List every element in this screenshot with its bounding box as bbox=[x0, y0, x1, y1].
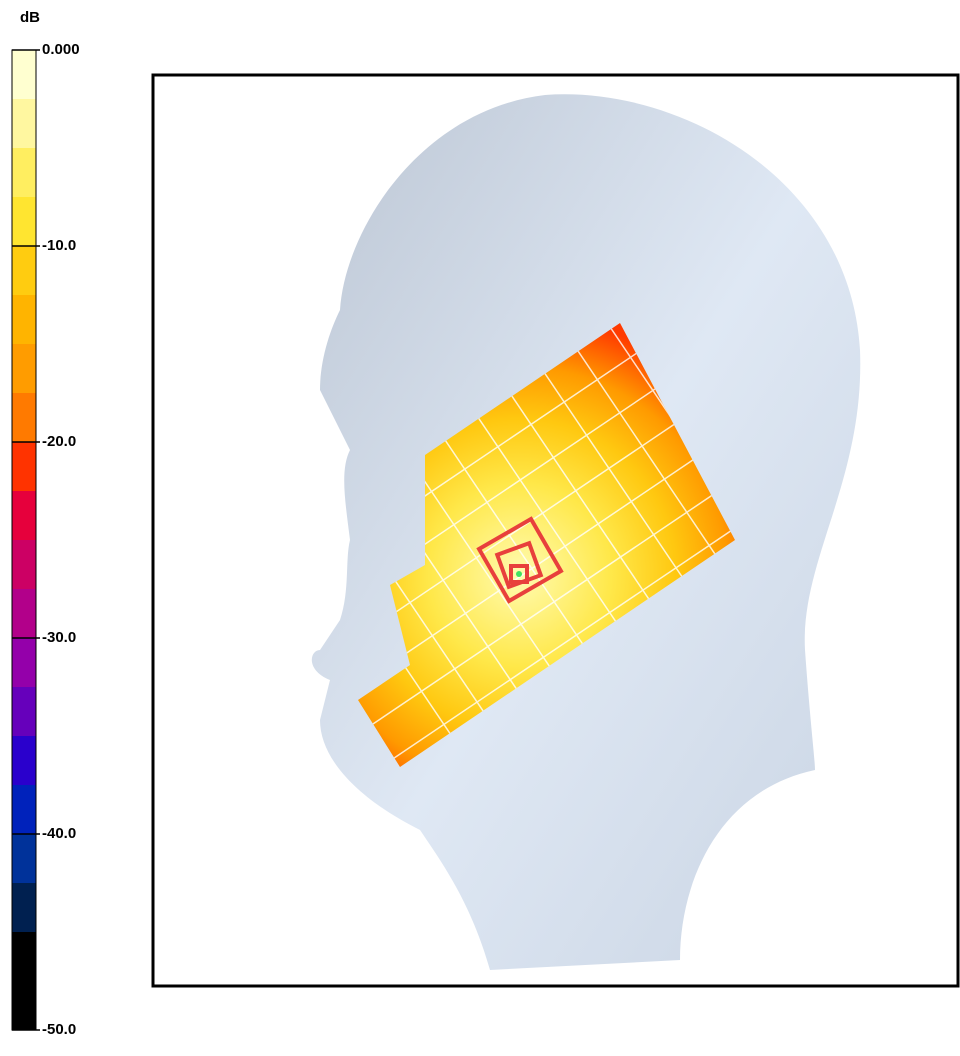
color-band bbox=[12, 491, 36, 541]
color-band bbox=[12, 785, 36, 835]
tick-label: -30.0 bbox=[42, 629, 76, 646]
figure: 0.000 -10.0 -20.0 -30.0 -40.0 -50.0 dB bbox=[0, 0, 960, 1051]
color-band bbox=[12, 932, 36, 982]
color-band bbox=[12, 834, 36, 884]
color-band bbox=[12, 246, 36, 296]
unit-label: dB bbox=[20, 9, 40, 26]
color-band bbox=[12, 540, 36, 590]
color-band bbox=[12, 883, 36, 933]
tick-label: 0.000 bbox=[42, 41, 80, 58]
color-band bbox=[12, 442, 36, 492]
color-band bbox=[12, 197, 36, 247]
peak-point bbox=[516, 571, 522, 577]
tick-label: -50.0 bbox=[42, 1021, 76, 1038]
color-band bbox=[12, 687, 36, 737]
color-band bbox=[12, 393, 36, 443]
color-band bbox=[12, 344, 36, 394]
color-band bbox=[12, 589, 36, 639]
color-band bbox=[12, 736, 36, 786]
color-band bbox=[12, 295, 36, 345]
color-band bbox=[12, 638, 36, 688]
color-band bbox=[12, 50, 36, 100]
tick-label: -40.0 bbox=[42, 825, 76, 842]
color-band bbox=[12, 981, 36, 1031]
tick-label: -20.0 bbox=[42, 433, 76, 450]
tick-label: -10.0 bbox=[42, 237, 76, 254]
color-band bbox=[12, 148, 36, 198]
colorbar: 0.000 -10.0 -20.0 -30.0 -40.0 -50.0 bbox=[12, 41, 80, 1038]
color-band bbox=[12, 99, 36, 149]
